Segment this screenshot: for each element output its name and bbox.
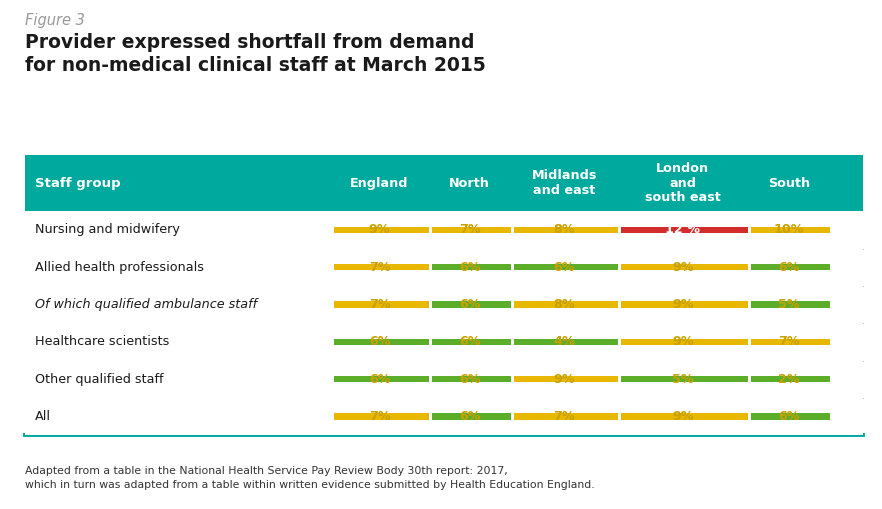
Text: 9%: 9% bbox=[672, 410, 693, 423]
Text: 6%: 6% bbox=[459, 410, 481, 423]
Text: Other qualified staff: Other qualified staff bbox=[34, 373, 163, 386]
Text: 12 %: 12 % bbox=[665, 223, 700, 236]
Text: Staff group: Staff group bbox=[34, 177, 120, 190]
Text: Midlands
and east: Midlands and east bbox=[532, 169, 597, 197]
Text: 6%: 6% bbox=[459, 298, 481, 311]
Text: 4%: 4% bbox=[553, 335, 575, 348]
Text: 8%: 8% bbox=[554, 223, 575, 236]
Text: 6%: 6% bbox=[459, 373, 481, 386]
Text: 5%: 5% bbox=[672, 373, 693, 386]
Text: 6%: 6% bbox=[369, 373, 391, 386]
Text: England: England bbox=[350, 177, 408, 190]
Text: 8%: 8% bbox=[554, 298, 575, 311]
Text: 9%: 9% bbox=[672, 335, 693, 348]
Text: 6%: 6% bbox=[778, 261, 800, 274]
Text: 6%: 6% bbox=[369, 335, 391, 348]
Text: Adapted from a table in the National Health Service Pay Review Body 30th report:: Adapted from a table in the National Hea… bbox=[25, 466, 594, 490]
Text: North: North bbox=[449, 177, 490, 190]
Text: 2%: 2% bbox=[778, 373, 800, 386]
Text: London
and
south east: London and south east bbox=[645, 162, 721, 204]
Text: 9%: 9% bbox=[369, 223, 391, 236]
Text: 6%: 6% bbox=[778, 410, 800, 423]
Text: 7%: 7% bbox=[369, 298, 391, 311]
Text: 10%: 10% bbox=[774, 223, 804, 236]
Text: 6%: 6% bbox=[459, 335, 481, 348]
Text: All: All bbox=[34, 410, 51, 423]
Text: 7%: 7% bbox=[778, 335, 800, 348]
Text: Healthcare scientists: Healthcare scientists bbox=[34, 335, 169, 348]
Text: 9%: 9% bbox=[554, 373, 575, 386]
Text: Of which qualified ambulance staff: Of which qualified ambulance staff bbox=[34, 298, 257, 311]
Text: 7%: 7% bbox=[369, 261, 391, 274]
Text: 9%: 9% bbox=[672, 261, 693, 274]
Text: 5%: 5% bbox=[778, 298, 800, 311]
Text: 7%: 7% bbox=[369, 410, 391, 423]
Text: Provider expressed shortfall from demand
for non-medical clinical staff at March: Provider expressed shortfall from demand… bbox=[25, 33, 485, 75]
Text: 7%: 7% bbox=[459, 223, 481, 236]
Text: Nursing and midwifery: Nursing and midwifery bbox=[34, 223, 180, 236]
Text: Allied health professionals: Allied health professionals bbox=[34, 261, 204, 274]
Text: 9%: 9% bbox=[672, 298, 693, 311]
Text: 6%: 6% bbox=[554, 261, 575, 274]
Text: South: South bbox=[768, 177, 810, 190]
Text: Figure 3: Figure 3 bbox=[25, 13, 85, 27]
Text: 6%: 6% bbox=[459, 261, 481, 274]
Text: 7%: 7% bbox=[554, 410, 575, 423]
